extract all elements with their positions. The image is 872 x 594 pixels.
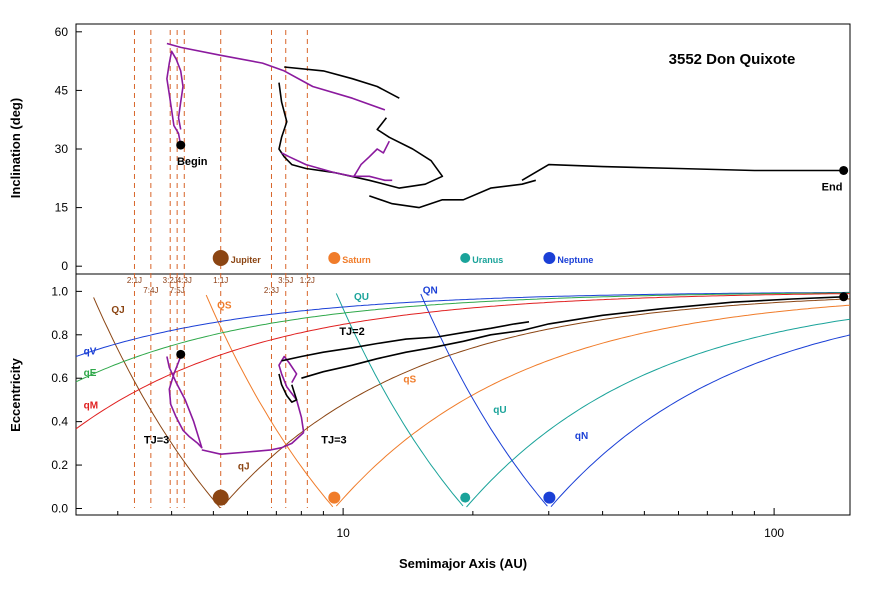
resonance-label: 1:1J (213, 276, 228, 285)
inclination-track (281, 152, 393, 182)
end-marker (839, 165, 849, 175)
begin-marker-ecc (176, 349, 186, 359)
curve-qe (75, 292, 850, 383)
resonance-lines: 2:1J7:4J 3:2J7:5J4:3J 1:1J 2:3J3:5J 1:2J (127, 30, 315, 508)
q-Q-curves (75, 291, 851, 509)
inclination-track (284, 66, 400, 99)
curve-qu (335, 293, 464, 507)
inclination-track (166, 42, 386, 111)
y-tick-label-top: 0 (61, 259, 68, 273)
planet-marker-uranus (460, 253, 471, 263)
resonance-label: 3:2J (163, 276, 178, 285)
y-tick-label-bottom: 0.0 (51, 501, 68, 515)
annotation-tj: TJ=3 (321, 434, 346, 446)
curve-label: qV (84, 346, 97, 357)
resonance-label: 3:5J (278, 276, 293, 285)
y-tick-label-bottom: 0.2 (51, 458, 68, 472)
resonance-label: 1:2J (300, 276, 315, 285)
y-tick-label-top: 30 (55, 142, 69, 156)
curve-qv (75, 291, 850, 357)
eccentricity-track (301, 329, 523, 379)
planet-marker-neptune (543, 252, 556, 264)
eccentricity-track (521, 296, 844, 332)
annotation-tj: TJ=3 (144, 434, 169, 446)
curve-label: QJ (111, 305, 124, 316)
y-axis-label-top: Inclination (deg) (8, 98, 23, 198)
annotation-tj: TJ=2 (339, 326, 364, 338)
x-tick-label: 100 (764, 526, 784, 540)
curve-qn (550, 334, 851, 508)
planet-marker-bottom-uranus (460, 492, 471, 503)
eccentricity-track (281, 321, 530, 362)
begin-marker (176, 140, 186, 150)
inclination-track (353, 140, 391, 177)
y-tick-label-top: 45 (55, 83, 69, 97)
x-axis-label: Semimajor Axis (AU) (399, 556, 527, 571)
curve-label: qS (403, 375, 416, 386)
planet-label: Neptune (557, 255, 593, 265)
y-tick-label-bottom: 0.6 (51, 371, 68, 385)
inclination-track (369, 179, 537, 209)
plot-frame (75, 23, 851, 516)
labels: Jupiter Saturn Uranus Neptune Begin End TJ=2 TJ… (84, 156, 843, 472)
y-axis-label-bottom: Eccentricity (8, 357, 23, 431)
curve-label: qJ (238, 461, 250, 472)
chart-title: 3552 Don Quixote (669, 51, 796, 68)
annotation-end: End (822, 181, 843, 193)
y-tick-label-bottom: 0.8 (51, 328, 68, 342)
curve-qs (335, 304, 851, 507)
curve-label: QS (217, 301, 232, 312)
resonance-label: 2:1J (127, 276, 142, 285)
curve-qu (466, 318, 851, 508)
markers (176, 140, 849, 506)
planet-marker-bottom-neptune (543, 491, 556, 504)
planet-marker-bottom-saturn (328, 491, 341, 504)
planet-marker-jupiter (212, 250, 229, 266)
eccentricity-track (201, 431, 305, 456)
planet-label: Jupiter (231, 255, 262, 265)
y-tick-label-bottom: 0.4 (51, 415, 68, 429)
curve-label: qM (84, 401, 98, 412)
axes: 0 15 30 45 60 0.0 0.2 0.4 0.6 0.8 1.0 10 100 (51, 25, 784, 540)
curve-qm (75, 293, 850, 430)
inclination-track (166, 50, 184, 146)
curve-qs (205, 294, 334, 508)
y-tick-label-bottom: 1.0 (51, 284, 68, 298)
curve-label: QU (354, 292, 369, 303)
planet-label: Saturn (342, 255, 371, 265)
resonance-label: 4:3J (177, 276, 192, 285)
resonance-label: 7:5J (170, 286, 185, 295)
eccentricity-track (166, 356, 203, 449)
y-tick-label-top: 15 (55, 201, 69, 215)
curve-qn (420, 293, 548, 507)
curve-qj (223, 298, 851, 506)
curve-label: qE (84, 368, 97, 379)
planet-label: Uranus (472, 255, 503, 265)
curve-qj (93, 297, 221, 509)
planet-marker-bottom-jupiter (212, 489, 229, 506)
annotation-begin: Begin (177, 156, 208, 168)
end-marker-ecc (839, 292, 849, 302)
curve-label: QN (423, 286, 438, 297)
planet-marker-saturn (328, 252, 341, 264)
resonance-label: 7:4J (143, 286, 158, 295)
eccentricity-track (278, 373, 298, 403)
inclination-track (521, 163, 844, 181)
eccentricity-track (278, 355, 305, 433)
x-tick-label: 10 (336, 526, 350, 540)
curve-label: qU (493, 405, 506, 416)
trajectory-series (166, 42, 844, 456)
curve-label: qN (575, 431, 588, 442)
y-tick-label-top: 60 (55, 25, 69, 39)
resonance-label: 2:3J (264, 286, 279, 295)
